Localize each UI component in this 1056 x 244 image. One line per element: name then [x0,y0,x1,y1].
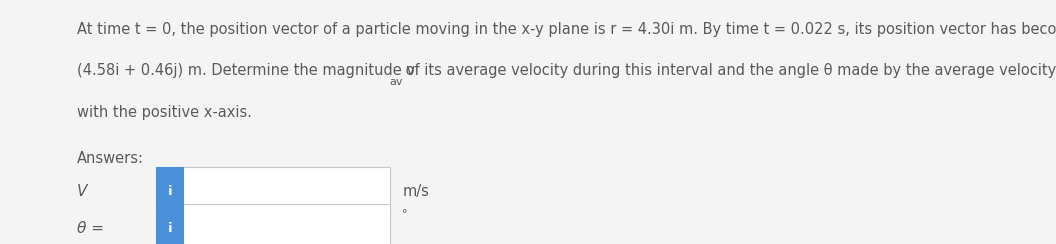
Text: of its average velocity during this interval and the angle θ made by the average: of its average velocity during this inte… [401,63,1056,78]
FancyBboxPatch shape [156,167,184,216]
Text: At time t = 0, the position vector of a particle moving in the x-y plane is r = : At time t = 0, the position vector of a … [77,22,1056,37]
Text: m/s: m/s [402,184,429,199]
Text: V: V [77,184,88,199]
Text: av: av [155,195,169,205]
Text: (4.58i + 0.46j) m. Determine the magnitude v: (4.58i + 0.46j) m. Determine the magnitu… [77,63,415,78]
FancyBboxPatch shape [156,167,390,216]
Text: θ =: θ = [77,221,105,236]
Text: Answers:: Answers: [77,151,144,166]
Text: i: i [168,222,172,235]
FancyBboxPatch shape [156,204,390,244]
Text: i: i [168,185,172,198]
Text: with the positive x-axis.: with the positive x-axis. [77,105,252,120]
Text: =: = [269,184,286,199]
FancyBboxPatch shape [156,204,184,244]
Text: °: ° [402,210,408,219]
Text: av: av [390,77,403,87]
